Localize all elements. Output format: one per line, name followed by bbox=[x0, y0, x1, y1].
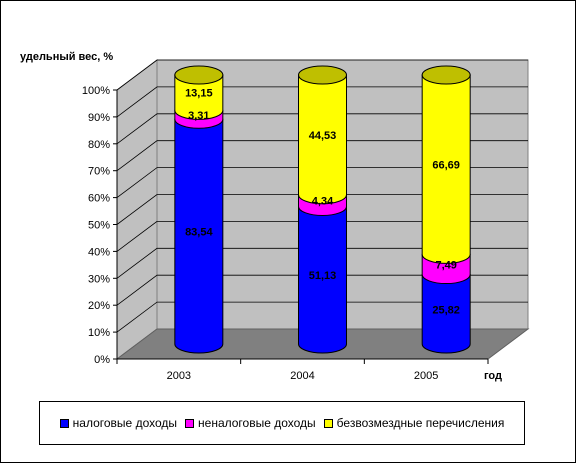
y-tick-label: 80% bbox=[88, 139, 110, 151]
bar-segment bbox=[174, 118, 224, 354]
legend: налоговые доходы неналоговые доходы безвоз… bbox=[39, 401, 525, 445]
gridline bbox=[116, 113, 528, 145]
gridline bbox=[116, 194, 528, 225]
gridline bbox=[116, 167, 528, 198]
bar-segment bbox=[298, 205, 347, 354]
bar-segment bbox=[174, 74, 224, 120]
chart: 0% 10% 20% 30% 40% 50% 60% 70% 80% 90% 100% 2003 200… bbox=[20, 51, 530, 382]
y-tick-label: 40% bbox=[88, 246, 110, 258]
data-label: 44,53 bbox=[309, 130, 337, 142]
bar-segment bbox=[421, 74, 471, 264]
legend-item: неналоговые доходы bbox=[185, 416, 316, 430]
y-tick-label: 70% bbox=[88, 166, 110, 178]
bar-top bbox=[174, 65, 224, 85]
data-label: 3,31 bbox=[188, 110, 209, 122]
bar-segment bbox=[421, 274, 471, 354]
legend-item: безвозмездные перечисления bbox=[323, 416, 505, 430]
legend-swatch bbox=[323, 418, 333, 428]
legend-item: налоговые доходы bbox=[59, 416, 178, 430]
gridline bbox=[116, 274, 528, 306]
y-tick-label: 90% bbox=[88, 112, 110, 124]
legend-swatch bbox=[185, 418, 195, 428]
y-tick-label: 10% bbox=[88, 327, 110, 339]
legend-label: налоговые доходы bbox=[72, 416, 178, 430]
y-tick-label: 30% bbox=[88, 273, 110, 285]
y-tick-label: 60% bbox=[88, 193, 110, 205]
x-tick-label: 2003 bbox=[167, 370, 191, 382]
x-tick-label: 2004 bbox=[290, 370, 314, 382]
gridline bbox=[116, 59, 528, 91]
gridline bbox=[116, 140, 528, 172]
data-label: 66,69 bbox=[432, 160, 460, 172]
y-tick-label: 50% bbox=[88, 220, 110, 232]
gridline bbox=[116, 86, 528, 118]
data-label: 7,49 bbox=[435, 259, 456, 271]
data-label: 25,82 bbox=[432, 304, 460, 316]
y-tick-label: 0% bbox=[94, 354, 110, 366]
bar-top bbox=[421, 65, 471, 85]
legend-label: неналоговые доходы bbox=[198, 416, 316, 430]
y-axis-title: удельный вес, % bbox=[20, 51, 113, 63]
bar-segment bbox=[298, 74, 347, 205]
x-axis-title: год bbox=[484, 370, 502, 382]
data-label: 51,13 bbox=[309, 270, 337, 282]
gridline bbox=[116, 301, 528, 333]
legend-swatch bbox=[59, 418, 69, 428]
x-tick-label: 2005 bbox=[414, 370, 438, 382]
data-label: 4,34 bbox=[312, 196, 334, 208]
gridline bbox=[116, 220, 528, 252]
gridline bbox=[116, 247, 528, 279]
legend-label: безвозмездные перечисления bbox=[336, 416, 505, 430]
data-label: 83,54 bbox=[185, 227, 213, 239]
data-label: 13,15 bbox=[185, 88, 213, 100]
bar-top bbox=[298, 65, 347, 85]
y-tick-label: 100% bbox=[82, 85, 110, 97]
y-tick-label: 20% bbox=[88, 300, 110, 312]
